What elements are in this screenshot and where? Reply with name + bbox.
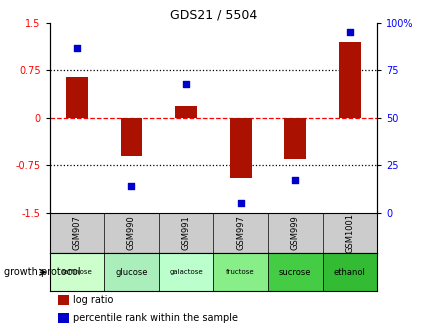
Bar (267, 253, 322, 291)
Point (291, 178, 298, 183)
Text: ethanol: ethanol (333, 268, 365, 277)
Bar (213, 253, 267, 291)
Point (237, 200, 243, 206)
Text: percentile rank within the sample: percentile rank within the sample (73, 313, 238, 323)
Text: sucrose: sucrose (278, 268, 311, 277)
Bar (338, 42, 360, 118)
Text: galactose: galactose (169, 269, 203, 275)
Text: GSM907: GSM907 (72, 215, 81, 250)
Bar (175, 106, 197, 118)
Bar (49, 253, 104, 291)
Text: GSM990: GSM990 (127, 215, 135, 250)
Bar (120, 118, 142, 156)
Text: GSM997: GSM997 (236, 215, 245, 250)
Point (73, 45, 80, 50)
Bar (104, 253, 158, 291)
Bar (158, 253, 213, 291)
Bar (284, 118, 305, 159)
Text: GSM1001: GSM1001 (344, 213, 353, 253)
Bar (66, 77, 88, 118)
Text: raffinose: raffinose (61, 269, 92, 275)
Point (128, 183, 135, 189)
Bar (322, 253, 376, 291)
Text: fructose: fructose (226, 269, 255, 275)
Text: log ratio: log ratio (73, 295, 114, 305)
Text: GSM999: GSM999 (290, 215, 299, 250)
Title: GDS21 / 5504: GDS21 / 5504 (169, 9, 256, 22)
Text: glucose: glucose (115, 268, 147, 277)
Bar (229, 118, 251, 178)
Text: GSM991: GSM991 (181, 215, 190, 250)
Text: growth protocol: growth protocol (4, 267, 81, 277)
Point (182, 81, 189, 86)
Point (346, 30, 353, 35)
